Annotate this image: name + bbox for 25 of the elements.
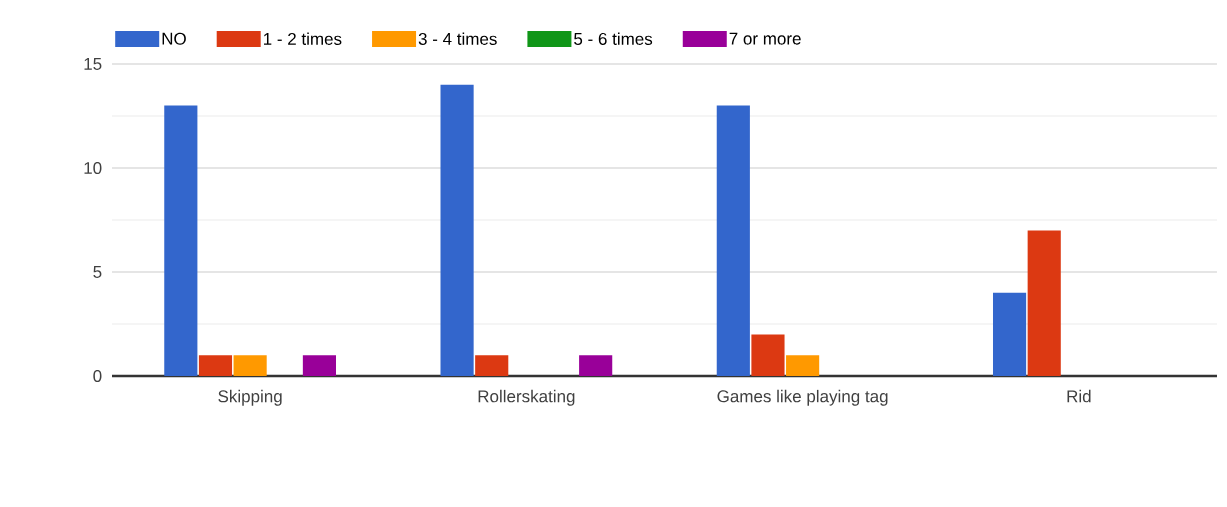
bar — [440, 84, 474, 376]
legend-label: 5 - 6 times — [574, 32, 653, 45]
y-tick-label: 0 — [93, 369, 102, 383]
bar — [475, 355, 509, 376]
bar — [1027, 230, 1061, 376]
legend-label: 7 or more — [729, 32, 801, 45]
bar — [579, 355, 613, 376]
bar — [164, 105, 198, 376]
bar — [992, 292, 1027, 376]
legend-label: 1 - 2 times — [264, 32, 342, 45]
y-tick-label: 10 — [84, 161, 102, 175]
bar — [198, 355, 233, 376]
y-tick-label: 5 — [93, 266, 102, 278]
x-tick-label: Games like playing tag — [717, 389, 888, 406]
x-tick-label: Skipping — [218, 389, 282, 406]
y-tick-label: 15 — [84, 58, 102, 70]
x-tick-label: Rid — [1067, 389, 1091, 403]
bar — [751, 334, 785, 376]
legend-label: 3 - 4 times — [418, 32, 497, 45]
x-tick-label: Rollerskating — [478, 389, 575, 406]
legend-label: NO — [162, 32, 186, 45]
bar — [786, 355, 820, 376]
bar — [233, 355, 267, 376]
bar — [716, 105, 750, 376]
bar — [302, 355, 336, 376]
